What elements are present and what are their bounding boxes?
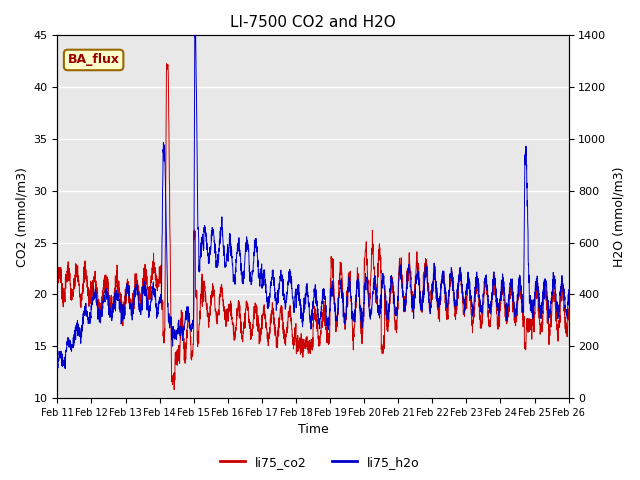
Y-axis label: H2O (mmol/m3): H2O (mmol/m3) bbox=[612, 167, 625, 267]
Text: BA_flux: BA_flux bbox=[68, 53, 120, 66]
Legend: li75_co2, li75_h2o: li75_co2, li75_h2o bbox=[215, 451, 425, 474]
Y-axis label: CO2 (mmol/m3): CO2 (mmol/m3) bbox=[15, 167, 28, 266]
Title: LI-7500 CO2 and H2O: LI-7500 CO2 and H2O bbox=[230, 15, 396, 30]
X-axis label: Time: Time bbox=[298, 423, 328, 436]
